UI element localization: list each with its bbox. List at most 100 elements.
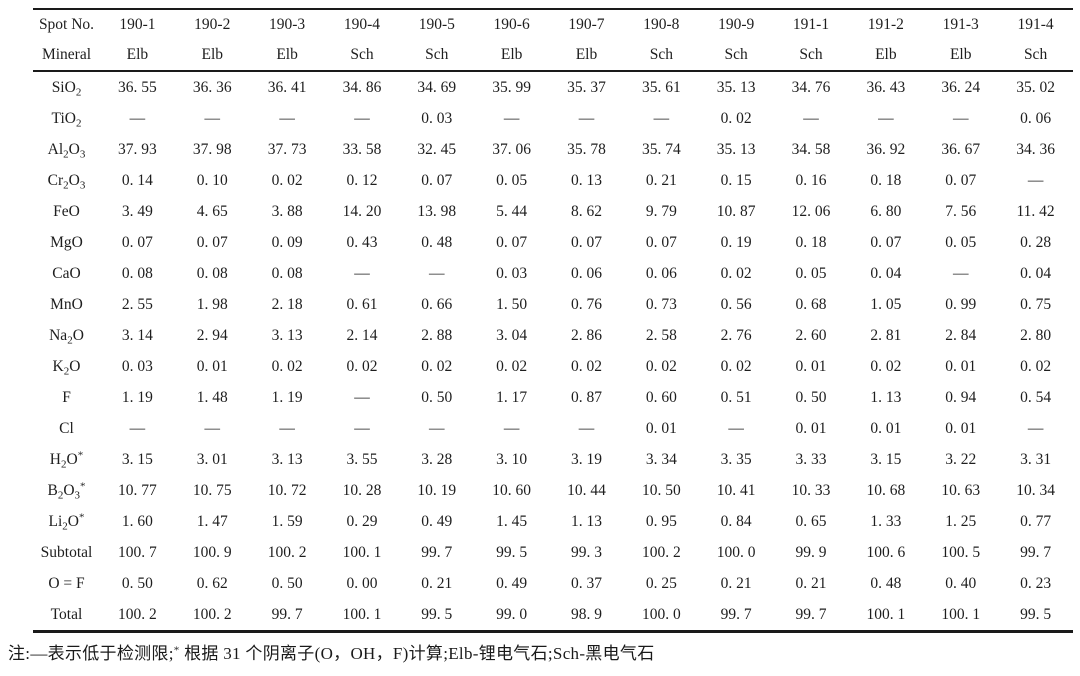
- value-cell: 0. 50: [421, 388, 453, 406]
- value-cell: 0. 28: [1020, 233, 1052, 251]
- table-body: SiO2 36. 55 36. 36 36. 41 34. 86 34. 69 35. 99…: [33, 71, 1073, 632]
- value-cell: 36. 24: [941, 78, 981, 96]
- value-cell: 0. 07: [570, 233, 602, 251]
- value-cell: 35. 02: [1016, 78, 1055, 96]
- value-cell: 100. 2: [641, 543, 681, 561]
- value-cell: 0. 60: [645, 388, 677, 406]
- value-cell: 3. 22: [945, 450, 977, 468]
- value-cell: —: [429, 264, 445, 282]
- value-cell: —: [429, 419, 445, 437]
- value-cell: —: [204, 109, 221, 127]
- row-label: B2O3*: [47, 480, 86, 501]
- value-cell: 0. 02: [720, 357, 752, 375]
- value-cell: 100. 1: [941, 605, 981, 623]
- value-cell: 2. 84: [945, 326, 977, 344]
- value-cell: 10. 28: [342, 481, 382, 499]
- mineral-type: Sch: [773, 40, 849, 72]
- value-cell: 10. 60: [492, 481, 532, 499]
- value-cell: 37. 73: [267, 140, 307, 158]
- value-cell: 0. 21: [645, 171, 677, 189]
- value-cell: —: [878, 109, 894, 127]
- value-cell: 0. 66: [421, 295, 453, 313]
- spot-id-header: 190-2: [194, 16, 231, 33]
- value-cell: 2. 81: [870, 326, 902, 344]
- value-cell: 3. 31: [1020, 450, 1052, 468]
- value-cell: 3. 19: [570, 450, 602, 468]
- value-cell: 0. 02: [271, 357, 303, 375]
- value-cell: 0. 65: [795, 512, 827, 530]
- mineral-type: Sch: [399, 40, 475, 72]
- value-cell: 3. 49: [121, 202, 153, 220]
- value-cell: 34. 69: [417, 78, 457, 96]
- row-label: K2O: [52, 357, 81, 377]
- value-cell: 10. 77: [118, 481, 157, 499]
- value-cell: 3. 01: [196, 450, 228, 468]
- value-cell: 1. 60: [121, 512, 153, 530]
- value-cell: 35. 74: [641, 140, 681, 158]
- value-cell: 0. 50: [271, 574, 303, 592]
- value-cell: 1. 17: [496, 388, 528, 406]
- value-cell: 2. 76: [720, 326, 752, 344]
- table-row: H2O* 3. 15 3. 01 3. 13 3. 55 3. 28 3. 10 3. 19 3…: [33, 444, 1073, 475]
- value-cell: 0. 54: [1020, 388, 1052, 406]
- value-cell: 2. 58: [645, 326, 677, 344]
- value-cell: 100. 1: [866, 605, 906, 623]
- value-cell: 8. 62: [570, 202, 602, 220]
- spot-id-header: 190-6: [493, 16, 530, 33]
- value-cell: 1. 50: [496, 295, 528, 313]
- value-cell: 10. 44: [567, 481, 606, 499]
- value-cell: 0. 51: [720, 388, 752, 406]
- value-cell: 99. 7: [1020, 543, 1052, 561]
- value-cell: 0. 05: [945, 233, 977, 251]
- value-cell: 0. 10: [196, 171, 228, 189]
- value-cell: 0. 01: [645, 419, 677, 437]
- value-cell: 33. 58: [342, 140, 382, 158]
- spot-id-header: 190-4: [343, 16, 381, 33]
- value-cell: 3. 13: [271, 326, 303, 344]
- value-cell: 0. 68: [795, 295, 827, 313]
- spot-id-header: 190-9: [718, 16, 755, 33]
- value-cell: —: [803, 109, 819, 127]
- value-cell: —: [578, 419, 595, 437]
- value-cell: 35. 78: [567, 140, 606, 158]
- value-cell: 0. 48: [421, 233, 453, 251]
- value-cell: 0. 77: [1020, 512, 1052, 530]
- mineral-composition-table: Spot No. 190-1 190-2 190-3 190-4 190-5 190-6 19…: [33, 8, 1073, 633]
- value-cell: 1. 33: [870, 512, 902, 530]
- value-cell: 0. 02: [421, 357, 453, 375]
- value-cell: 0. 02: [346, 357, 378, 375]
- value-cell: 0. 07: [121, 233, 153, 251]
- value-cell: —: [204, 419, 221, 437]
- value-cell: 0. 05: [496, 171, 528, 189]
- value-cell: 99. 3: [570, 543, 602, 561]
- table-row: MgO 0. 07 0. 07 0. 09 0. 43 0. 48 0. 07 0. 07 0.…: [33, 227, 1073, 258]
- value-cell: 0. 01: [945, 419, 977, 437]
- value-cell: 0. 13: [570, 171, 602, 189]
- value-cell: 99. 7: [720, 605, 752, 623]
- value-cell: 98. 9: [570, 605, 602, 623]
- row-label: MnO: [50, 295, 83, 313]
- value-cell: 1. 98: [196, 295, 228, 313]
- value-cell: 36. 55: [118, 78, 157, 96]
- value-cell: 100. 0: [641, 605, 681, 623]
- value-cell: 1. 19: [121, 388, 153, 406]
- value-cell: 0. 56: [720, 295, 752, 313]
- value-cell: 0. 07: [196, 233, 228, 251]
- value-cell: 0. 07: [945, 171, 977, 189]
- value-cell: 0. 62: [196, 574, 228, 592]
- value-cell: —: [952, 264, 969, 282]
- row-label: Na2O: [49, 326, 84, 346]
- row-label: CaO: [52, 264, 81, 282]
- row-label: Subtotal: [40, 543, 93, 561]
- value-cell: 10. 75: [192, 481, 232, 499]
- value-cell: 3. 14: [121, 326, 153, 344]
- value-cell: 0. 02: [645, 357, 677, 375]
- value-cell: 9. 79: [645, 202, 677, 220]
- value-cell: 0. 03: [421, 109, 453, 127]
- value-cell: 2. 94: [196, 326, 228, 344]
- value-cell: 100. 1: [342, 605, 382, 623]
- value-cell: 0. 07: [645, 233, 677, 251]
- value-cell: —: [952, 109, 969, 127]
- value-cell: 100. 6: [866, 543, 906, 561]
- value-cell: —: [354, 109, 370, 127]
